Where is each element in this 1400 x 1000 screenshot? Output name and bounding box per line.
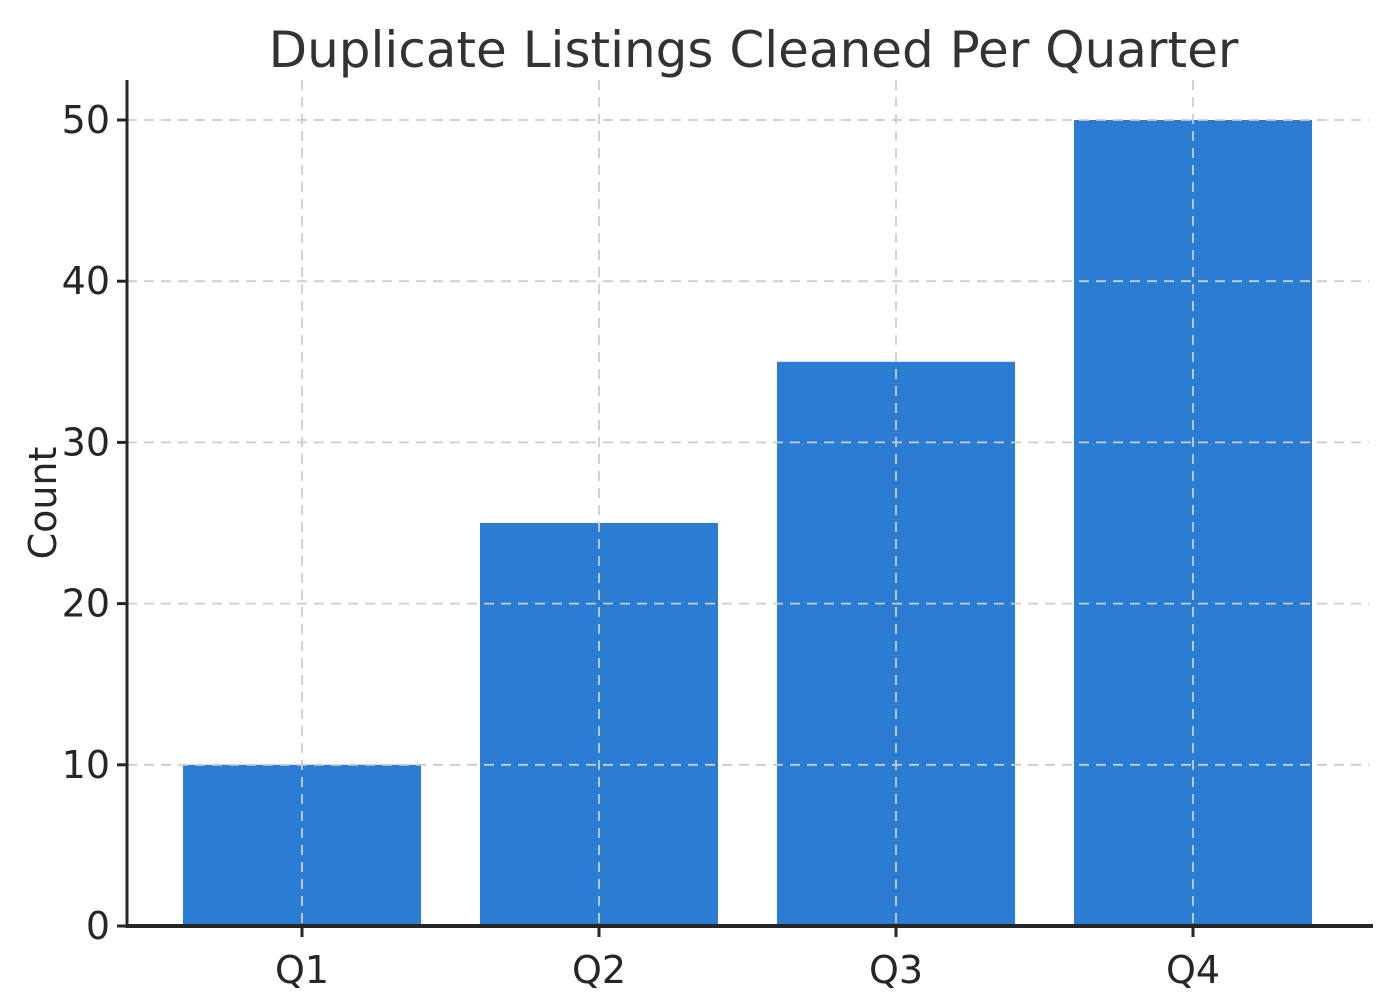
x-tick-label-Q4: Q4 — [1166, 948, 1220, 992]
y-tick-label-20: 20 — [62, 582, 110, 626]
y-tick-label-30: 30 — [62, 420, 110, 464]
y-tick-label-50: 50 — [62, 98, 110, 142]
y-tick-label-0: 0 — [86, 904, 110, 948]
y-tick-label-10: 10 — [62, 743, 110, 787]
chart-title: Duplicate Listings Cleaned Per Quarter — [268, 21, 1239, 79]
y-tick-label-40: 40 — [62, 259, 110, 303]
x-tick-label-Q3: Q3 — [869, 948, 923, 992]
x-tick-label-Q1: Q1 — [275, 948, 329, 992]
x-tick-label-Q2: Q2 — [572, 948, 626, 992]
